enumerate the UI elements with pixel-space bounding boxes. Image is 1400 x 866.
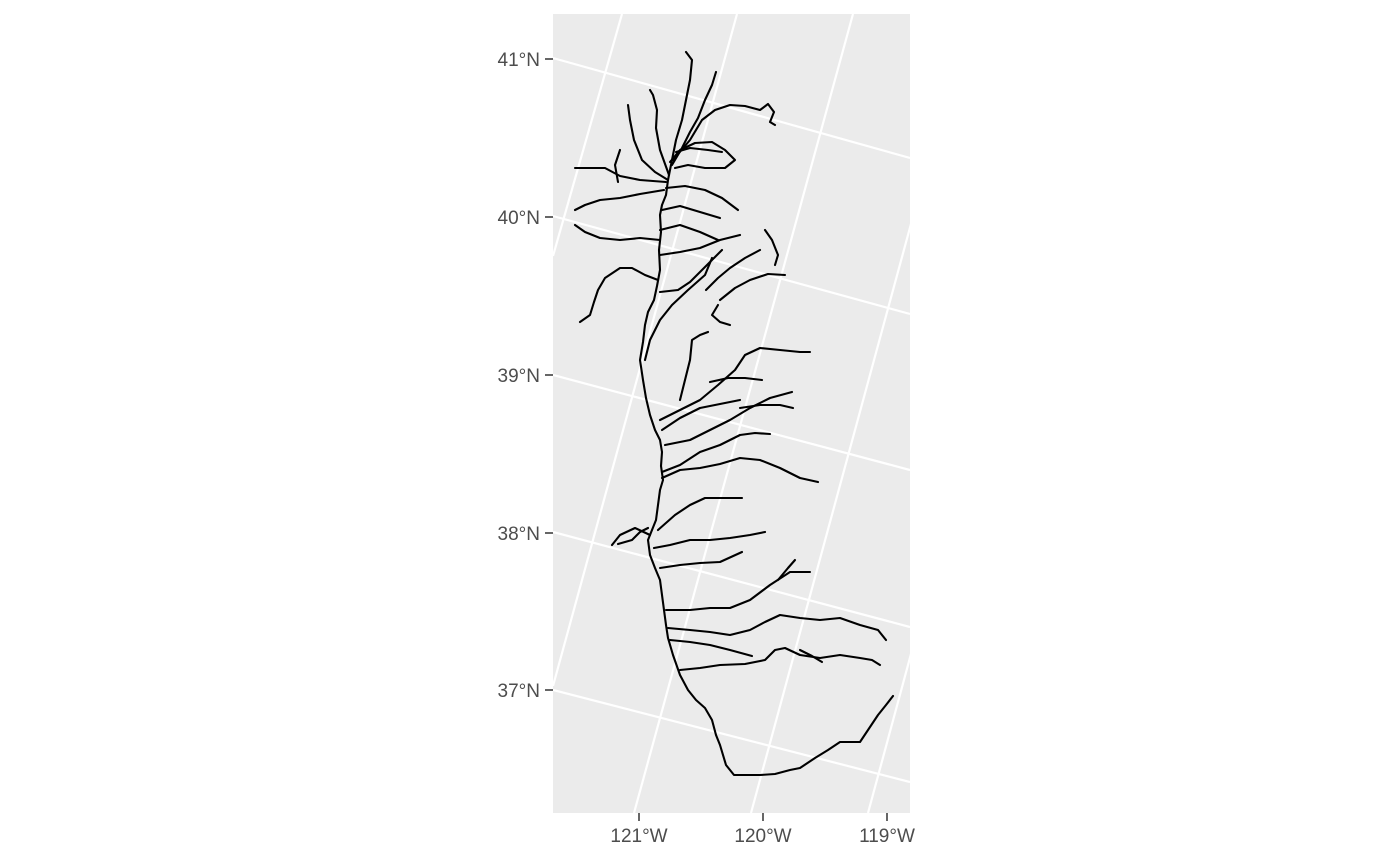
graticule [553, 14, 910, 813]
x-label-120: 120°W [734, 826, 791, 847]
river-trib-kings [678, 646, 882, 672]
river-trib-delta-2 [616, 526, 650, 546]
river-trib-fresno [664, 570, 812, 612]
gridline-lat-38 [553, 530, 910, 629]
river-main-stem [638, 178, 895, 777]
river-trib-nw [573, 166, 668, 184]
river-trib-n3 [648, 88, 671, 177]
gridline-lat-40 [553, 214, 910, 316]
river-trib-e2 [660, 204, 722, 220]
river-trib-yuba [643, 256, 714, 362]
river-trib-w-40 [573, 223, 662, 242]
river-trib-nw2 [573, 188, 666, 212]
river-trib-san-joaquin-upper [666, 613, 888, 642]
river-trib-east-2 [704, 248, 762, 292]
river-trib-chowchilla [658, 550, 744, 570]
y-axis: 41°N 40°N 39°N 38°N 37°N [498, 50, 553, 702]
river-trib-american-2 [678, 330, 710, 402]
river-network [573, 50, 895, 777]
gridline-lon-122 [553, 14, 624, 257]
gridline-lat-41 [553, 56, 910, 160]
river-trib-stanislaus [660, 456, 820, 484]
river-trib-east-4 [763, 228, 780, 267]
y-label-39: 39°N [498, 366, 540, 387]
river-trib-e-feather [658, 233, 742, 257]
river-trib-east-5 [710, 303, 732, 327]
river-trib-fresno-2 [776, 558, 797, 582]
river-trib-calaveras [660, 431, 772, 474]
river-trib-e1 [664, 184, 740, 212]
river-trib-n4 [626, 103, 670, 182]
y-label-37: 37°N [498, 681, 540, 702]
river-trib-cosumnes [660, 398, 742, 432]
x-label-119: 119°W [859, 826, 915, 847]
river-trib-nw3 [613, 148, 622, 184]
river-trib-merced [652, 530, 767, 550]
river-trib-w-long [578, 266, 660, 324]
river-trib-american-1 [658, 346, 812, 422]
river-trib-mokelumne [663, 390, 794, 447]
river-trib-e-40 [658, 223, 720, 242]
river-trib-east-3 [718, 272, 787, 302]
gridline-lon-118 [866, 653, 910, 813]
river-trib-tuolumne [656, 496, 744, 532]
gridline-lon-121 [553, 14, 739, 687]
river-trib-moke-2 [738, 403, 795, 410]
river-trib-south-1 [668, 638, 754, 658]
gridline-lon-119 [749, 223, 910, 813]
river-trib-n1 [666, 50, 694, 182]
river-trib-ne [671, 102, 777, 162]
river-trib-ne-inner [674, 146, 724, 154]
gridline-lat-37 [553, 688, 910, 784]
river-trib-ne-loop [668, 140, 737, 170]
gridline-lon-120 [632, 14, 855, 813]
x-axis: 121°W 120°W 119°W [610, 813, 915, 847]
y-label-38: 38°N [498, 524, 540, 545]
map-panel-background [553, 14, 910, 813]
x-label-121: 121°W [610, 826, 667, 847]
river-trib-kings-2 [798, 648, 824, 664]
river-trib-east-long [658, 248, 724, 294]
y-label-40: 40°N [498, 208, 540, 229]
gridline-lat-39 [553, 373, 910, 472]
river-trib-american-3 [708, 376, 764, 384]
y-label-41: 41°N [498, 50, 540, 71]
